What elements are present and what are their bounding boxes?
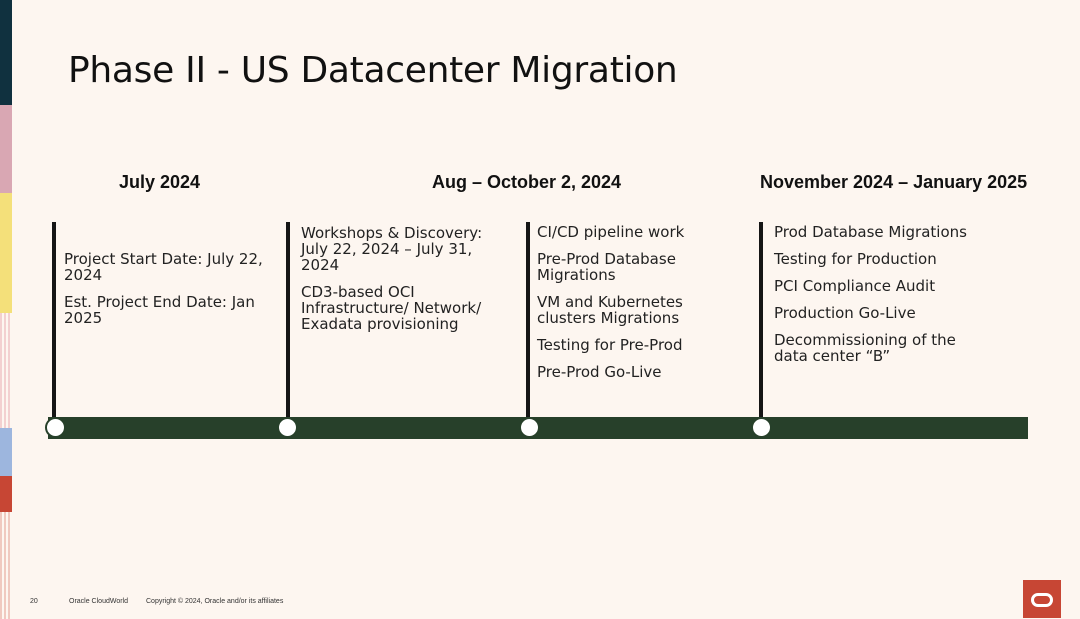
milestone-column-4: Prod Database Migrations Testing for Pro…: [774, 224, 979, 375]
timeline-marker-line: [286, 222, 290, 418]
milestone-item: Testing for Pre-Prod: [537, 336, 683, 354]
footer-event-name: Oracle CloudWorld: [69, 598, 129, 605]
milestone-item: Testing for Production: [774, 250, 937, 268]
timeline-marker-line: [759, 222, 763, 418]
milestone-item: Pre-Prod Go-Live: [537, 363, 662, 381]
milestone-item: CI/CD pipeline work: [537, 223, 685, 241]
edge-stripe: [0, 0, 12, 105]
timeline-node: [751, 417, 772, 438]
page-title: Phase II - US Datacenter Migration: [68, 50, 678, 91]
timeline-node: [277, 417, 298, 438]
milestone-item: Prod Database Migrations: [774, 223, 967, 241]
milestone-item: VM and Kubernetes clusters Migrations: [537, 293, 683, 327]
footer-copyright: Copyright © 2024, Oracle and/or its affi…: [146, 598, 284, 605]
milestone-item: Est. Project End Date: Jan 2025: [64, 293, 255, 327]
page-number: 20: [30, 598, 38, 605]
timeline-marker-line: [526, 222, 530, 418]
milestone-item: Workshops & Discovery: July 22, 2024 – J…: [301, 224, 483, 274]
milestone-item: Project Start Date: July 22, 2024: [64, 250, 263, 284]
milestone-item: PCI Compliance Audit: [774, 277, 936, 295]
edge-stripe: [0, 193, 12, 313]
edge-stripe: [0, 428, 12, 476]
timeline-node: [45, 417, 66, 438]
edge-stripe: [0, 105, 12, 193]
milestone-item: Production Go-Live: [774, 304, 916, 322]
edge-stripe: [0, 313, 12, 428]
timeline-node: [519, 417, 540, 438]
oracle-logo-ring: [1031, 593, 1053, 607]
milestone-column-2: Workshops & Discovery: July 22, 2024 – J…: [301, 225, 501, 343]
period-heading-nov-2024-jan-2025: November 2024 – January 2025: [760, 172, 1028, 192]
period-heading-july-2024: July 2024: [119, 172, 201, 192]
milestone-item: Pre-Prod Database Migrations: [537, 250, 676, 284]
oracle-logo-icon: [1023, 580, 1061, 618]
edge-stripe: [0, 476, 12, 512]
timeline-marker-line: [52, 222, 56, 418]
milestone-column-3: CI/CD pipeline work Pre-Prod Database Mi…: [537, 224, 712, 391]
milestone-column-1: Project Start Date: July 22, 2024 Est. P…: [64, 251, 264, 337]
milestone-item: Decommissioning of the data center “B”: [774, 331, 956, 365]
period-heading-aug-oct-2024: Aug – October 2, 2024: [432, 172, 622, 192]
edge-stripe: [0, 512, 12, 619]
milestone-item: CD3-based OCI Infrastructure/ Network/ E…: [301, 283, 482, 333]
